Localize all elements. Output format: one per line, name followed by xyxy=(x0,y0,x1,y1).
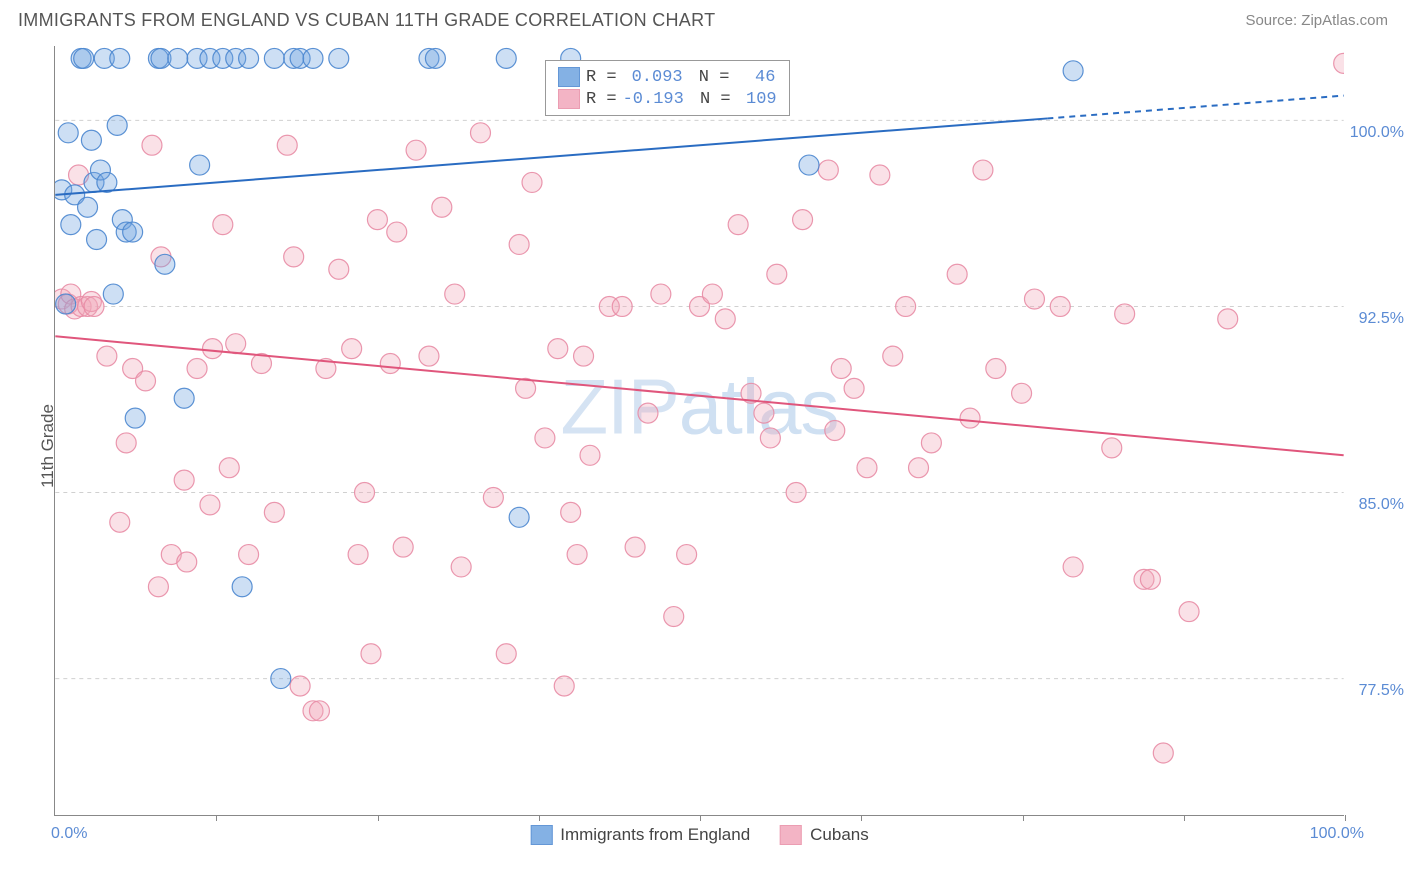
y-axis-tick-label: 85.0% xyxy=(1359,496,1404,514)
legend-r-label: R = xyxy=(586,90,617,109)
legend-row-series-0: R = 0.093 N = 46 xyxy=(558,67,777,87)
legend-swatch-icon xyxy=(558,67,580,87)
legend-n-value: 46 xyxy=(735,68,775,87)
bottom-legend-item-1: Cubans xyxy=(780,825,869,845)
legend-swatch-icon xyxy=(780,825,802,845)
legend-swatch-icon xyxy=(530,825,552,845)
legend-r-value: -0.193 xyxy=(623,90,684,109)
legend-n-value: 109 xyxy=(737,90,777,109)
chart-title: IMMIGRANTS FROM ENGLAND VS CUBAN 11TH GR… xyxy=(18,10,715,31)
legend-r-value: 0.093 xyxy=(623,68,683,87)
y-axis-tick-label: 92.5% xyxy=(1359,310,1404,328)
correlation-legend: R = 0.093 N = 46 R = -0.193 N = 109 xyxy=(545,60,790,116)
x-axis-tick-label: 0.0% xyxy=(51,825,87,843)
y-axis-tick-label: 77.5% xyxy=(1359,682,1404,700)
bottom-legend-label: Cubans xyxy=(810,825,869,845)
bottom-legend-item-0: Immigrants from England xyxy=(530,825,750,845)
bottom-legend: Immigrants from England Cubans xyxy=(530,825,869,845)
legend-r-label: R = xyxy=(586,68,617,87)
legend-row-series-1: R = -0.193 N = 109 xyxy=(558,89,777,109)
y-axis-tick-label: 100.0% xyxy=(1350,124,1404,142)
legend-swatch-icon xyxy=(558,89,580,109)
chart-source: Source: ZipAtlas.com xyxy=(1245,12,1388,29)
chart-plot-area: ZIPatlas 77.5%85.0%92.5%100.0% R = 0.093… xyxy=(54,46,1344,816)
x-axis-tick-label: 100.0% xyxy=(1310,825,1364,843)
legend-n-label: N = xyxy=(690,90,731,109)
chart-svg xyxy=(55,46,1344,815)
bottom-legend-label: Immigrants from England xyxy=(560,825,750,845)
legend-n-label: N = xyxy=(689,68,730,87)
